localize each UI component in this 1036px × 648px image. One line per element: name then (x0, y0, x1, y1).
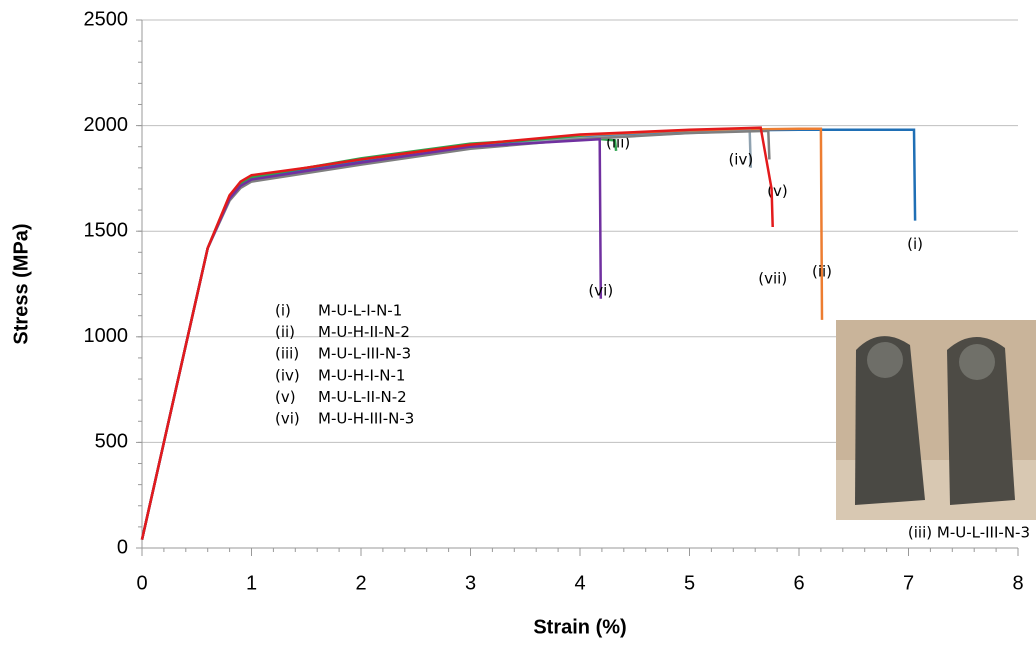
x-axis-title: Strain (%) (533, 616, 626, 638)
y-tick-label: 2500 (84, 8, 129, 30)
x-tick-label: 6 (793, 572, 804, 594)
specimen (947, 336, 1015, 505)
legend-label: M-U-L-II-N-2 (318, 388, 407, 406)
y-tick-label: 2000 (84, 114, 129, 136)
y-tick-label: 0 (117, 536, 128, 558)
x-tick-label: 0 (136, 572, 147, 594)
legend-key: (iv) (275, 366, 300, 384)
fracture-surface (867, 342, 903, 378)
y-tick-label: 500 (95, 431, 128, 453)
legend-key: (ii) (275, 323, 295, 341)
x-tick-label: 3 (465, 572, 476, 594)
inset-photo (836, 320, 1036, 520)
series-annotation: (ii) (812, 262, 832, 280)
series-annotation: (vi) (588, 281, 613, 299)
x-tick-label: 7 (903, 572, 914, 594)
fracture-surface (959, 344, 995, 380)
series-annotation: (i) (907, 235, 923, 253)
legend-key: (iii) (275, 345, 299, 363)
inset-caption: (iii) M-U-L-III-N-3 (908, 524, 1030, 542)
x-tick-label: 5 (684, 572, 695, 594)
x-tick-label: 1 (246, 572, 257, 594)
legend-label: M-U-L-III-N-3 (318, 345, 411, 363)
legend-key: (v) (275, 388, 296, 406)
y-tick-label: 1000 (84, 325, 129, 347)
series-annotation: (iv) (728, 150, 753, 168)
legend-key: (i) (275, 302, 291, 320)
legend-key: (vi) (275, 410, 300, 428)
y-axis-title: Stress (MPa) (10, 223, 32, 344)
legend-label: M-U-H-II-N-2 (318, 323, 410, 341)
series-line (140, 128, 917, 540)
legend-label: M-U-H-III-N-3 (318, 410, 414, 428)
specimen (855, 336, 925, 505)
x-tick-label: 2 (355, 572, 366, 594)
legend-label: M-U-H-I-N-1 (318, 366, 405, 384)
legend-label: M-U-L-I-N-1 (318, 302, 402, 320)
series-line (140, 126, 774, 540)
series-annotation: (vii) (758, 269, 787, 287)
x-tick-label: 8 (1012, 572, 1023, 594)
y-tick-label: 1500 (84, 219, 129, 241)
x-tick-label: 4 (574, 572, 585, 594)
series-line (140, 127, 824, 540)
